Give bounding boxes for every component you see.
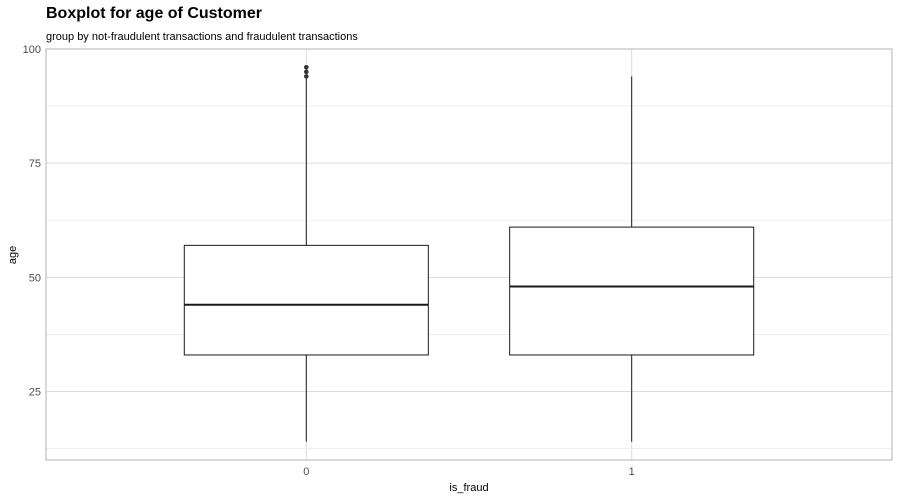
- chart-title: Boxplot for age of Customer: [46, 5, 263, 22]
- outlier-point: [304, 69, 309, 75]
- x-tick-label: 1: [629, 466, 635, 478]
- x-tick-label: 0: [303, 466, 309, 478]
- box-1: [509, 76, 755, 442]
- outlier-point: [304, 64, 309, 70]
- major-gridlines: [46, 48, 892, 460]
- box-0: [183, 64, 429, 442]
- chart-subtitle: group by not-fraudulent transactions and…: [46, 31, 358, 43]
- iqr-box: [183, 244, 429, 356]
- y-tick-label: 100: [23, 44, 41, 56]
- iqr-box: [509, 226, 755, 356]
- y-tick-label: 50: [29, 272, 41, 284]
- box-series: [183, 64, 755, 442]
- y-axis-title: age: [7, 246, 19, 264]
- outlier-point: [304, 74, 309, 79]
- y-axis-ticks: 25 50 75 100: [23, 44, 41, 399]
- x-axis-title: is_fraud: [449, 482, 488, 494]
- y-tick-label: 75: [29, 158, 41, 170]
- panel-border: [45, 48, 893, 461]
- y-tick-label: 25: [29, 387, 41, 399]
